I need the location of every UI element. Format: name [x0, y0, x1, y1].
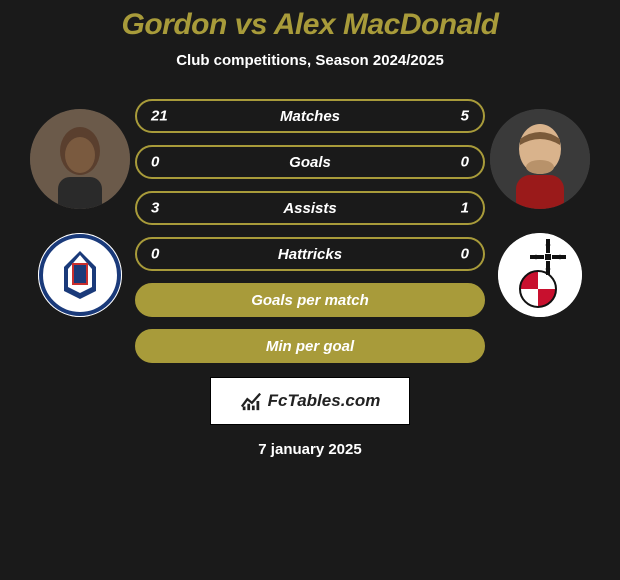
date-text: 7 january 2025 — [258, 441, 361, 458]
stat-label: Hattricks — [278, 246, 342, 263]
stat-label: Goals per match — [251, 292, 369, 309]
fctables-brand-text: FcTables.com — [268, 391, 381, 411]
stat-value-right: 5 — [461, 108, 469, 125]
stat-value-right: 0 — [461, 154, 469, 171]
player-left-avatar — [30, 109, 130, 209]
stat-value-left: 0 — [151, 246, 159, 263]
chesterfield-badge-icon — [38, 233, 122, 317]
page-subtitle: Club competitions, Season 2024/2025 — [176, 52, 444, 69]
rotherham-badge-icon — [498, 233, 582, 317]
stat-row: 3 Assists 1 — [135, 191, 485, 225]
stat-label: Goals — [289, 154, 331, 171]
stat-label: Min per goal — [266, 338, 354, 355]
stat-value-left: 0 — [151, 154, 159, 171]
stat-row: Goals per match — [135, 283, 485, 317]
stat-value-right: 0 — [461, 246, 469, 263]
fctables-badge[interactable]: FcTables.com — [210, 377, 410, 425]
club-left-badge — [38, 233, 122, 317]
left-side — [25, 99, 135, 363]
stat-row: 0 Hattricks 0 — [135, 237, 485, 271]
stat-value-left: 21 — [151, 108, 168, 125]
stat-label: Assists — [283, 200, 336, 217]
stat-row: 21 Matches 5 — [135, 99, 485, 133]
stat-value-right: 1 — [461, 200, 469, 217]
avatar-placeholder-icon — [490, 109, 590, 209]
stat-label: Matches — [280, 108, 340, 125]
club-right-badge — [498, 233, 582, 317]
stat-row: 0 Goals 0 — [135, 145, 485, 179]
stat-row: Min per goal — [135, 329, 485, 363]
avatar-placeholder-icon — [30, 109, 130, 209]
stat-value-left: 3 — [151, 200, 159, 217]
page-title: Gordon vs Alex MacDonald — [122, 8, 499, 42]
comparison-card: Gordon vs Alex MacDonald Club competitio… — [0, 0, 620, 458]
right-side — [485, 99, 595, 363]
player-right-avatar — [490, 109, 590, 209]
main-row: 21 Matches 5 0 Goals 0 3 Assists 1 0 Hattricks 0 Goa… — [0, 99, 620, 363]
stats-column: 21 Matches 5 0 Goals 0 3 Assists 1 0 Hattricks 0 Goa… — [135, 99, 485, 363]
chart-icon — [240, 390, 262, 412]
